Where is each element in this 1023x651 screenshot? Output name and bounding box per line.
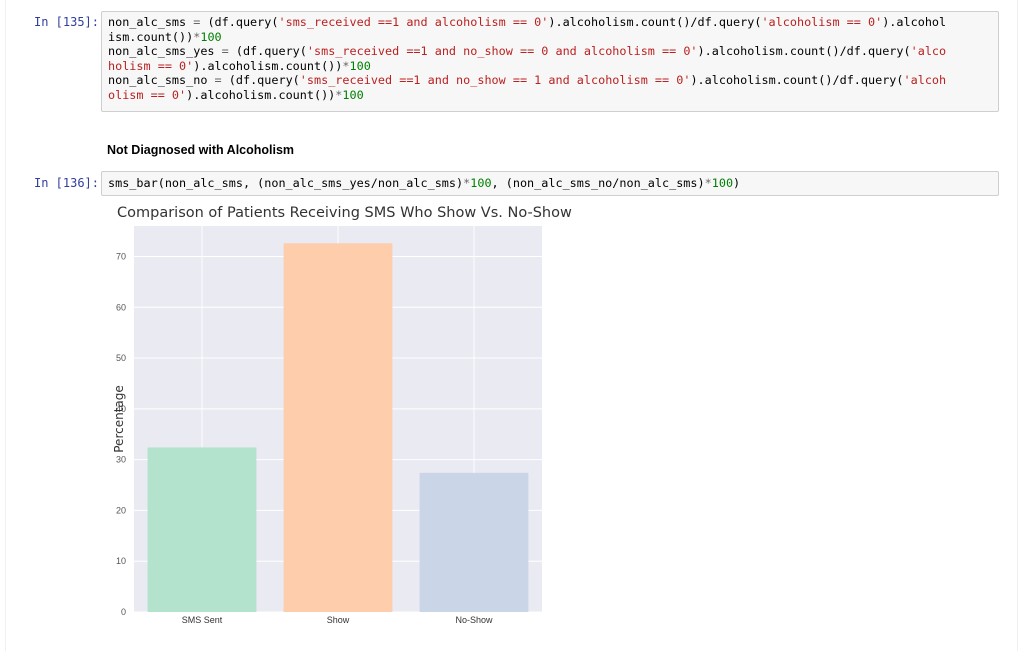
code-token: (df.query( [221, 73, 300, 87]
chart-title: Comparison of Patients Receiving SMS Who… [117, 205, 572, 221]
code-token: * [335, 87, 343, 102]
code-line: ism.count())*100 [102, 30, 998, 45]
code-token: * [342, 58, 350, 73]
cell-prompt: In [135]: [33, 15, 99, 29]
y-tick-label: 20 [116, 505, 126, 515]
code-token: 'sms_received ==1 and alcoholism == 0' [278, 15, 549, 29]
code-cell-input[interactable]: sms_bar(non_alc_sms, (non_alc_sms_yes/no… [101, 171, 999, 196]
y-tick-label: 0 [121, 607, 126, 617]
code-token: ).alcoholism.count()) [186, 87, 336, 102]
code-line: sms_bar(non_alc_sms, (non_alc_sms_yes/no… [102, 176, 998, 191]
code-token: , (non_alc_sms_no/non_alc_sms) [491, 176, 705, 190]
code-token: = [193, 15, 201, 29]
code-token: ism.count()) [108, 29, 194, 44]
code-token: (df.query( [200, 15, 279, 29]
code-line: non_alc_sms = (df.query('sms_received ==… [102, 15, 998, 30]
code-token: (df.query( [228, 44, 307, 58]
code-token: ) [733, 176, 741, 190]
code-token: * [193, 29, 201, 44]
bar-no-show [419, 472, 529, 612]
code-token: * [463, 176, 471, 190]
x-tick-label: SMS Sent [182, 615, 223, 625]
code-token: 'alco [910, 44, 947, 58]
code-line: olism == 0').alcoholism.count())*100 [102, 88, 998, 103]
code-token: 100 [711, 176, 734, 190]
y-tick-label: 70 [116, 251, 126, 261]
code-token: ).alcoholism.count()) [193, 58, 343, 73]
y-tick-label: 40 [116, 404, 126, 414]
code-cell-input[interactable]: non_alc_sms = (df.query('sms_received ==… [101, 11, 999, 112]
code-token: 100 [470, 176, 492, 190]
code-line: non_alc_sms_no = (df.query('sms_received… [102, 73, 998, 88]
code-token: ).alcoholism.count()/df.query( [548, 15, 762, 29]
code-line: holism == 0').alcoholism.count())*100 [102, 59, 998, 74]
code-token: ).alcohol [882, 15, 947, 29]
code-token: non_alc_sms_yes [108, 44, 222, 58]
code-token: non_alc_sms [108, 15, 194, 29]
y-axis-label: Percentage [112, 385, 126, 453]
code-token: = [221, 44, 229, 58]
x-tick-label: Show [327, 615, 350, 625]
y-tick-label: 50 [116, 353, 126, 363]
code-token: 100 [200, 29, 222, 44]
code-token: 'alcoh [903, 73, 947, 87]
x-tick-label: No-Show [455, 615, 493, 625]
code-token: ).alcoholism.count()/df.query( [690, 73, 904, 87]
code-token: 'sms_received ==1 and no_show == 0 and a… [306, 44, 698, 58]
code-token: = [214, 73, 222, 87]
code-line: non_alc_sms_yes = (df.query('sms_receive… [102, 44, 998, 59]
code-token: 100 [349, 58, 371, 73]
code-token: 100 [342, 87, 364, 102]
code-token: 'sms_received ==1 and no_show == 1 and a… [299, 73, 691, 87]
cell-prompt: In [136]: [33, 176, 99, 190]
code-token: 'alcoholism == 0' [761, 15, 883, 29]
code-token: * [704, 176, 712, 190]
y-tick-label: 30 [116, 455, 126, 465]
code-token: holism == 0' [108, 58, 194, 73]
notebook-border-left [5, 0, 6, 651]
code-token: non_alc_sms_no [108, 73, 215, 87]
bar-sms-sent [147, 447, 257, 612]
notebook-border-right [1017, 0, 1018, 651]
y-tick-label: 10 [116, 556, 126, 566]
code-token: ).alcoholism.count()/df.query( [697, 44, 911, 58]
markdown-heading: Not Diagnosed with Alcoholism [107, 143, 295, 157]
y-tick-label: 60 [116, 302, 126, 312]
code-token: olism == 0' [108, 87, 187, 102]
bar-show [283, 243, 393, 612]
code-token: sms_bar(non_alc_sms, (non_alc_sms_yes/no… [108, 176, 464, 190]
